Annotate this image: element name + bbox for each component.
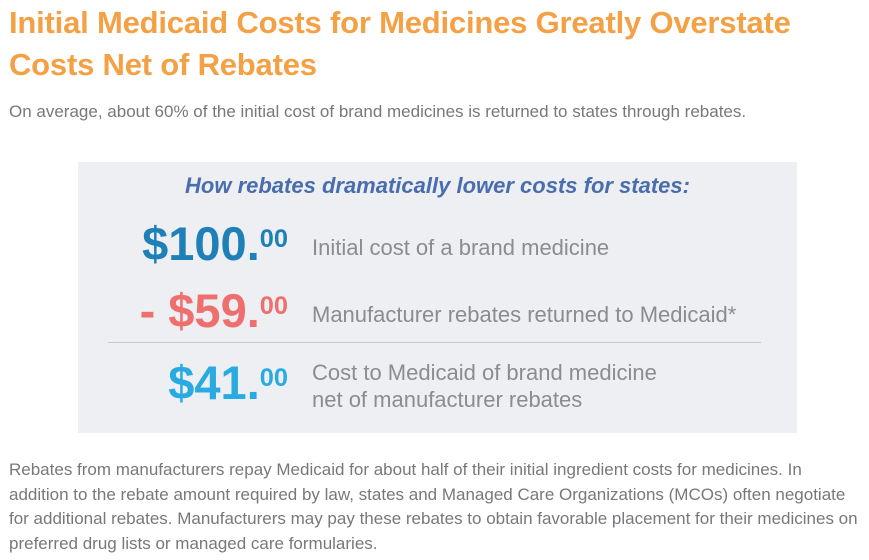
initial-cost-amount: $100.00: [78, 218, 288, 270]
rebate-cents: 00: [259, 291, 288, 320]
cost-row-rebate: - $59.00 Manufacturer rebates returned t…: [78, 285, 737, 337]
net-cost-dollars: $41.: [168, 356, 260, 409]
footnote-paragraph: Rebates from manufacturers repay Medicai…: [9, 460, 858, 553]
page-title: Initial Medicaid Costs for Medicines Gre…: [9, 2, 859, 86]
rebate-math-panel: How rebates dramatically lower costs for…: [78, 162, 797, 433]
net-cost-amount: $41.00: [78, 357, 288, 409]
initial-cost-cents: 00: [259, 224, 288, 253]
net-cost-cents: 00: [259, 363, 288, 392]
rebate-amount: - $59.00: [78, 285, 288, 337]
cost-row-net: $41.00 Cost to Medicaid of brand medicin…: [78, 357, 657, 413]
page-title-line2: Costs Net of Rebates: [9, 47, 317, 82]
initial-cost-label: Initial cost of a brand medicine: [312, 234, 610, 260]
cost-row-initial: $100.00 Initial cost of a brand medicine: [78, 218, 609, 270]
rebate-dollars: - $59.: [139, 284, 260, 337]
page-title-line1: Initial Medicaid Costs for Medicines Gre…: [9, 5, 791, 40]
subtraction-divider-line: [108, 342, 761, 343]
subtitle: On average, about 60% of the initial cos…: [9, 102, 747, 121]
net-cost-label: Cost to Medicaid of brand medicine net of…: [312, 360, 657, 412]
panel-heading: How rebates dramatically lower costs for…: [185, 173, 690, 198]
rebate-label: Manufacturer rebates returned to Medicai…: [312, 301, 737, 327]
initial-cost-dollars: $100.: [142, 217, 260, 270]
